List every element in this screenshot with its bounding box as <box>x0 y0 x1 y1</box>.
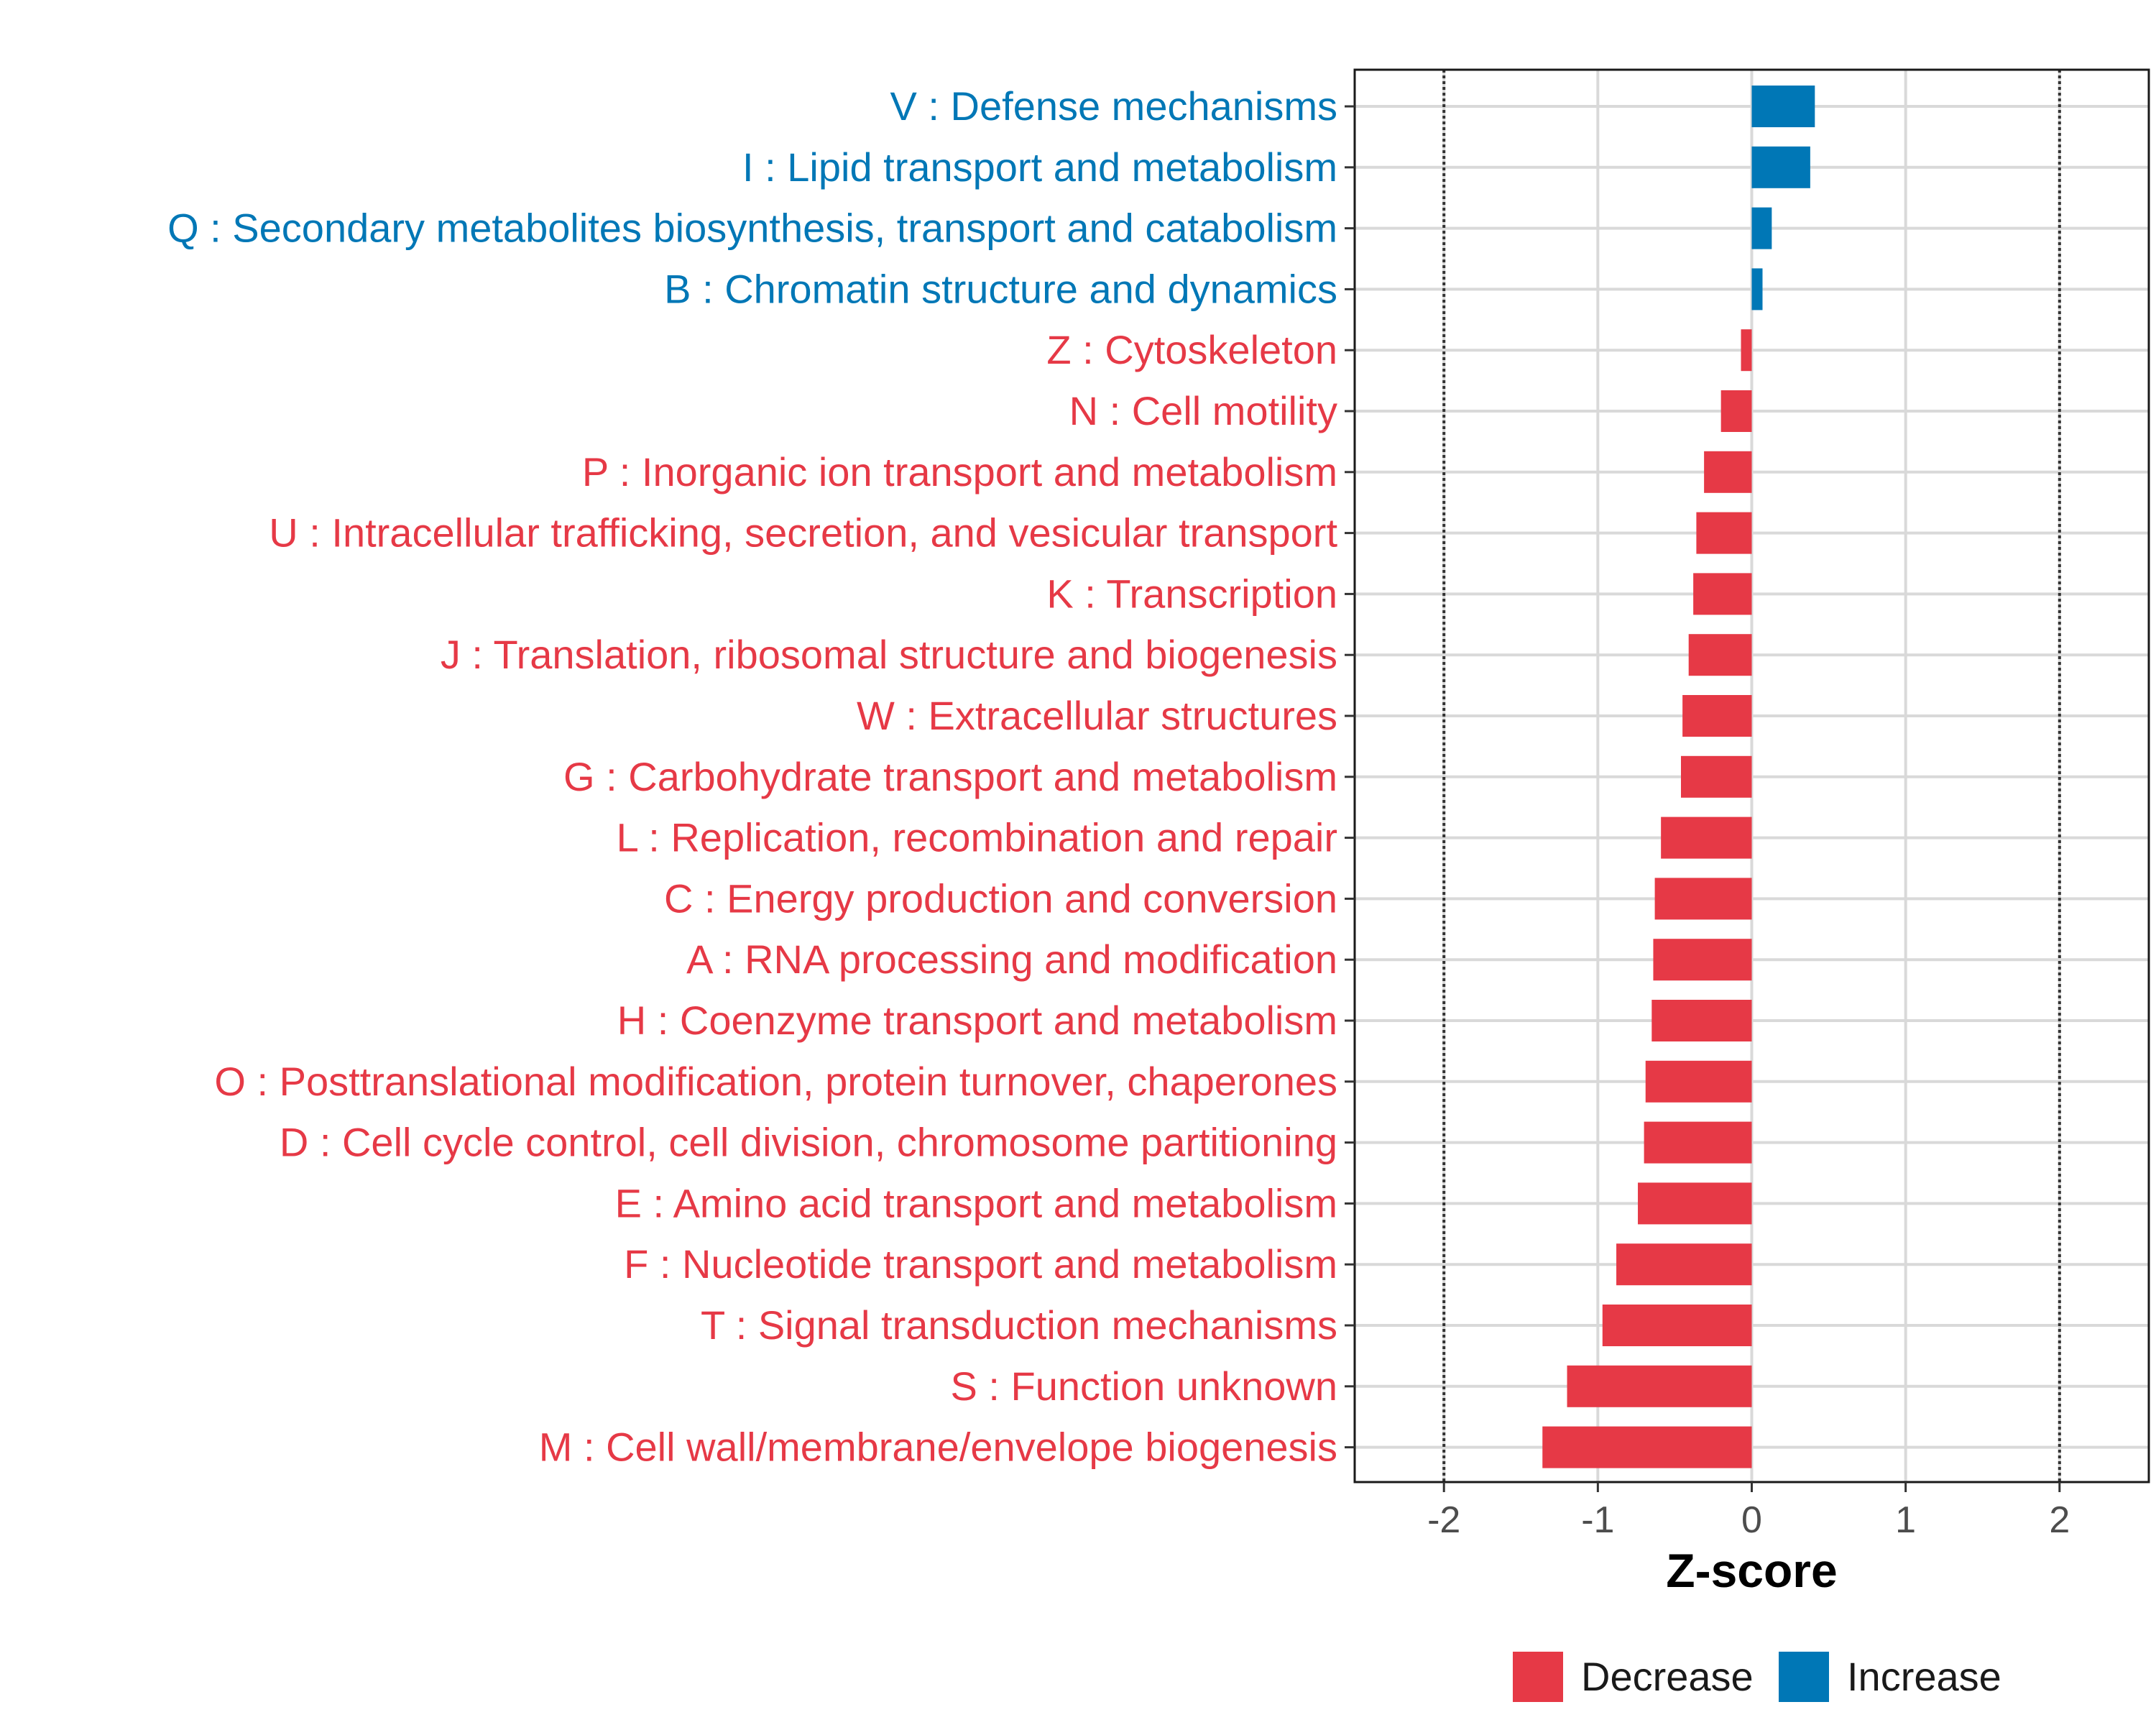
legend-key-decrease <box>1513 1652 1563 1702</box>
bar <box>1645 1060 1752 1103</box>
y-tick-label: V : Defense mechanisms <box>890 83 1337 129</box>
bar <box>1602 1305 1752 1346</box>
bar-layer <box>1542 86 1815 1468</box>
bar <box>1693 573 1752 615</box>
bar <box>1741 329 1752 372</box>
y-tick-layer: V : Defense mechanisms I : Lipid transpor… <box>167 83 1355 1470</box>
bar <box>1682 695 1752 737</box>
bar <box>1638 1182 1752 1225</box>
y-tick-label: K : Transcription <box>1046 571 1337 616</box>
legend-label-decrease: Decrease <box>1581 1654 1754 1699</box>
bar <box>1751 268 1763 310</box>
x-tick-label: 0 <box>1741 1499 1762 1541</box>
bar <box>1542 1426 1752 1468</box>
y-tick-label: Z : Cytoskeleton <box>1046 327 1337 372</box>
bar <box>1751 86 1815 127</box>
bar <box>1644 1121 1752 1164</box>
bar <box>1751 146 1810 188</box>
bar <box>1654 878 1752 920</box>
x-tick-label: 1 <box>1895 1499 1916 1541</box>
bar <box>1616 1243 1752 1286</box>
legend-label-increase: Increase <box>1847 1654 2001 1699</box>
x-axis-title: Z-score <box>1666 1544 1837 1597</box>
legend-key-increase <box>1779 1652 1829 1702</box>
y-tick-label: B : Chromatin structure and dynamics <box>664 266 1337 311</box>
bar <box>1704 451 1752 493</box>
bar <box>1688 634 1752 676</box>
y-tick-label: G : Carbohydrate transport and metabolis… <box>563 754 1337 799</box>
y-tick-label: D : Cell cycle control, cell division, c… <box>280 1120 1337 1165</box>
y-tick-label: T : Signal transduction mechanisms <box>701 1302 1337 1348</box>
y-tick-label: M : Cell wall/membrane/envelope biogenes… <box>539 1425 1337 1470</box>
bar <box>1567 1365 1752 1407</box>
y-tick-label: J : Translation, ribosomal structure and… <box>441 632 1337 677</box>
legend: Decrease Increase <box>1513 1652 2001 1702</box>
y-tick-label: N : Cell motility <box>1069 388 1337 433</box>
y-tick-label: I : Lipid transport and metabolism <box>742 144 1337 190</box>
y-tick-label: P : Inorganic ion transport and metaboli… <box>582 449 1337 494</box>
bar <box>1720 390 1752 432</box>
y-tick-label: E : Amino acid transport and metabolism <box>615 1180 1337 1225</box>
y-tick-label: L : Replication, recombination and repai… <box>617 815 1337 860</box>
bar <box>1653 939 1752 981</box>
bar <box>1751 207 1772 249</box>
x-tick-label: -2 <box>1427 1499 1460 1541</box>
y-tick-label: H : Coenzyme transport and metabolism <box>617 998 1337 1043</box>
y-tick-label: F : Nucleotide transport and metabolism <box>624 1241 1337 1287</box>
bar <box>1661 816 1752 859</box>
bar <box>1651 1000 1752 1041</box>
y-tick-label: U : Intracellular trafficking, secretion… <box>269 510 1337 556</box>
y-tick-label: O : Posttranslational modification, prot… <box>214 1059 1337 1104</box>
y-tick-label: W : Extracellular structures <box>857 693 1337 738</box>
bar <box>1696 512 1752 554</box>
y-tick-label: C : Energy production and conversion <box>664 875 1337 921</box>
y-tick-label: Q : Secondary metabolites biosynthesis, … <box>167 206 1337 251</box>
bar <box>1680 755 1752 798</box>
x-tick-label: -1 <box>1581 1499 1614 1541</box>
x-tick-layer: -2 -1 0 1 2 <box>1427 1482 2070 1541</box>
y-tick-label: A : RNA processing and modification <box>686 937 1337 982</box>
x-tick-label: 2 <box>2049 1499 2070 1541</box>
y-tick-label: S : Function unknown <box>950 1363 1337 1409</box>
